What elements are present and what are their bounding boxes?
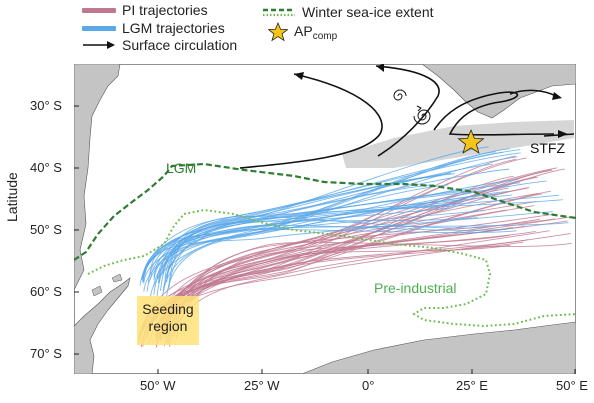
pi-trajectory: [155, 190, 552, 336]
lgm-trajectory: [142, 217, 478, 282]
lgm-trajectory: [153, 182, 521, 281]
legend-item-surface: Surface circulation: [82, 37, 237, 53]
preindustrial-annotation: Pre-industrial: [374, 280, 457, 296]
legend-pi-label: PI trajectories: [122, 2, 208, 18]
ytick-50s: 50° S: [30, 222, 62, 237]
legend-item-ap: APcomp: [268, 22, 337, 42]
antarctic-peninsula: [74, 277, 131, 374]
tick-marks: [74, 105, 576, 374]
legend-surface-label: Surface circulation: [122, 37, 238, 53]
lgm-trajectory: [162, 184, 435, 276]
legend-seaice-label: Winter sea-ice extent: [302, 4, 434, 20]
legend-item-lgm: LGM trajectories: [82, 20, 225, 36]
pi-trajectory: [155, 213, 554, 336]
seeding-region-box: Seeding region: [137, 296, 199, 345]
xtick-50w: 50° W: [140, 378, 176, 393]
lgm-trajectory: [160, 172, 452, 292]
ytick-60s: 60° S: [30, 284, 62, 299]
lgm-annotation: LGM: [166, 160, 197, 176]
island-group: [91, 285, 103, 297]
arrow-heads: [294, 64, 568, 138]
legend-item-seaice: Winter sea-ice extent: [262, 4, 434, 20]
lgm-trajectory: [153, 210, 485, 287]
antarctica-landmass: [301, 321, 576, 374]
africa-landmass: [421, 64, 576, 119]
ytick-40s: 40° S: [30, 160, 62, 175]
ap-comp-star: [457, 128, 485, 154]
lgm-trajectory: [166, 180, 547, 297]
xtick-25e: 25° E: [456, 378, 488, 393]
pi-trajectory: [139, 169, 552, 340]
lgm-trajectory: [153, 163, 493, 295]
lgm-swatch: [82, 25, 116, 31]
pi-trajectory: [173, 218, 555, 338]
legend-ap-subscript: comp: [312, 30, 338, 42]
legend-ap-label: APcomp: [294, 22, 338, 42]
legend-item-pi: PI trajectories: [82, 2, 208, 18]
lgm-trajectories: [139, 146, 569, 298]
xtick-25w: 25° W: [244, 378, 280, 393]
xtick-0: 0°: [362, 378, 375, 393]
pi-trajectory: [164, 157, 527, 337]
eddy-icons: [393, 89, 431, 125]
star-icon: [268, 22, 288, 42]
seeding-label-line1: Seeding: [142, 301, 194, 317]
legend-lgm-label: LGM trajectories: [122, 20, 225, 36]
arrow-icon: [83, 41, 115, 49]
seaice-swatch: [263, 8, 295, 17]
lgm-seaice-line: [74, 162, 576, 261]
pi-trajectory: [162, 192, 539, 336]
ytick-70s: 70° S: [30, 346, 62, 361]
stfz-shading: [342, 120, 574, 168]
y-axis-title: Latitude: [4, 172, 20, 222]
lgm-trajectory: [147, 199, 563, 283]
island-group-2: [111, 273, 123, 283]
preindustrial-seaice-line: [87, 208, 576, 328]
lgm-trajectory: [144, 211, 553, 275]
south-america-landmass: [74, 64, 121, 291]
lgm-trajectory: [141, 224, 508, 281]
stfz-annotation: STFZ: [530, 140, 565, 156]
seeding-label-line2: region: [148, 318, 188, 334]
pi-swatch: [82, 7, 116, 13]
xtick-50e: 50° E: [556, 378, 588, 393]
legend: PI trajectories LGM trajectories Surface…: [0, 0, 594, 62]
lgm-trajectory: [156, 151, 503, 280]
lgm-trajectory: [162, 184, 449, 291]
ytick-30s: 30° S: [30, 98, 62, 113]
